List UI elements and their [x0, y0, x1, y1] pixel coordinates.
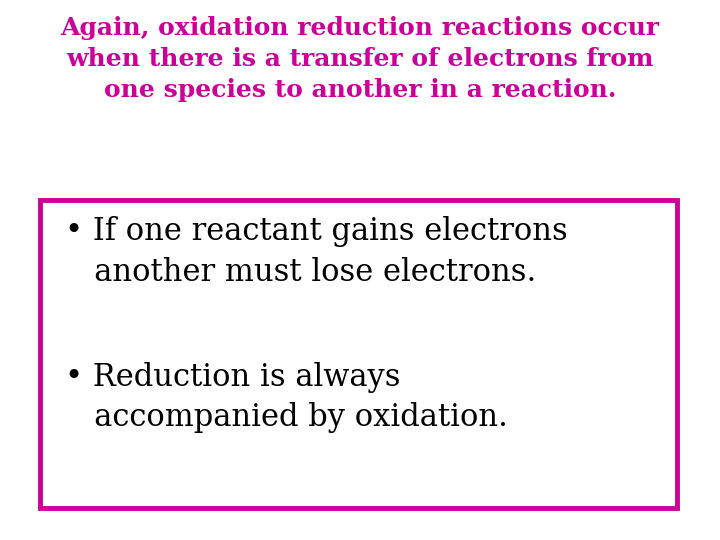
- Text: • If one reactant gains electrons
   another must lose electrons.: • If one reactant gains electrons anothe…: [65, 216, 567, 288]
- Text: • Reduction is always
   accompanied by oxidation.: • Reduction is always accompanied by oxi…: [65, 362, 508, 434]
- Text: Again, oxidation reduction reactions occur
when there is a transfer of electrons: Again, oxidation reduction reactions occ…: [60, 16, 660, 102]
- FancyBboxPatch shape: [40, 200, 677, 508]
